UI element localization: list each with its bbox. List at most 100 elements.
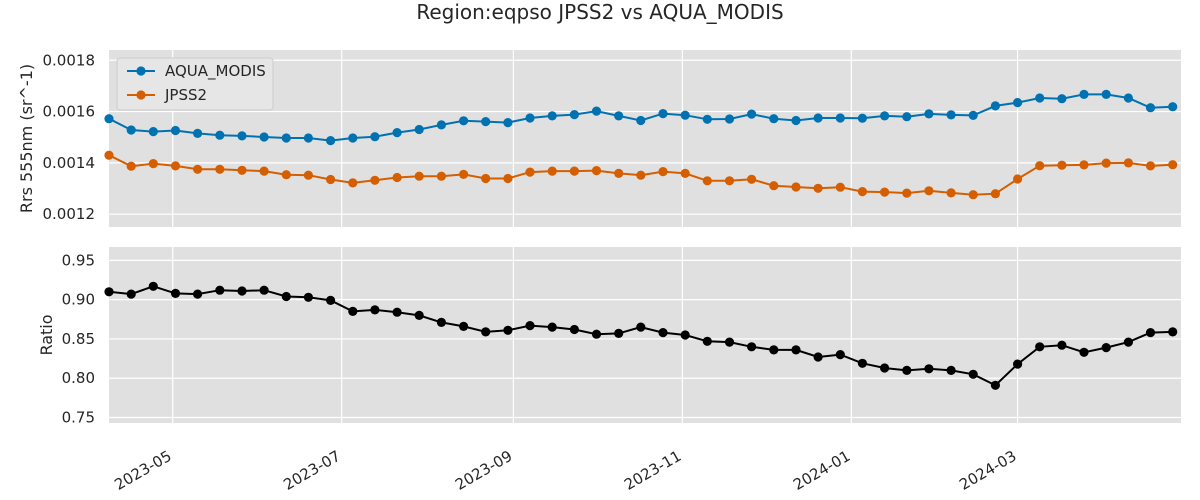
data-point — [193, 128, 203, 138]
data-point — [436, 171, 446, 181]
data-point — [857, 113, 868, 123]
legend-marker — [136, 90, 146, 100]
data-point — [813, 183, 823, 193]
y-tick-label: 0.0016 — [43, 103, 96, 121]
data-point — [946, 365, 956, 375]
data-point — [503, 173, 513, 184]
data-point — [481, 173, 491, 184]
data-point — [126, 161, 136, 171]
data-point — [968, 369, 978, 379]
data-point — [990, 101, 1001, 111]
y-tick-label: 0.0014 — [43, 154, 96, 172]
figure-title: Region:eqpso JPSS2 vs AQUA_MODIS — [416, 0, 784, 24]
data-point — [968, 190, 978, 200]
x-tick-label: 2024-03 — [956, 447, 1019, 494]
data-point — [702, 114, 712, 124]
y-tick-label: 0.85 — [62, 330, 95, 348]
data-point — [990, 189, 1001, 199]
data-point — [1123, 337, 1133, 347]
data-point — [414, 171, 424, 181]
data-point — [392, 172, 402, 183]
data-point — [880, 111, 890, 121]
data-point — [503, 118, 513, 128]
data-point — [835, 182, 845, 192]
data-point — [1057, 160, 1067, 170]
data-point — [1057, 340, 1067, 350]
data-point — [392, 128, 402, 138]
data-point — [1101, 343, 1111, 353]
data-point — [547, 166, 557, 176]
data-point — [281, 170, 291, 180]
data-point — [126, 125, 136, 135]
data-point — [1145, 103, 1156, 113]
x-tick-label: 2023-05 — [111, 447, 174, 494]
data-point — [414, 310, 424, 320]
data-point — [1145, 328, 1156, 338]
data-point — [946, 188, 956, 198]
data-point — [724, 337, 735, 347]
data-point — [1145, 161, 1156, 171]
data-point — [1168, 327, 1178, 337]
data-point — [835, 350, 845, 360]
y-tick-label: 0.95 — [62, 251, 95, 269]
data-point — [680, 330, 690, 340]
data-point — [215, 130, 225, 140]
data-point — [946, 110, 956, 120]
data-point — [436, 120, 446, 130]
data-point — [1057, 94, 1067, 104]
data-point — [414, 124, 424, 135]
data-point — [702, 336, 712, 346]
data-point — [104, 150, 114, 160]
data-point — [259, 166, 269, 176]
data-point — [791, 182, 801, 192]
data-point — [348, 306, 358, 316]
data-point — [1013, 98, 1023, 108]
data-point — [148, 127, 158, 137]
x-tick-label: 2023-11 — [621, 447, 684, 494]
data-point — [658, 109, 668, 119]
data-point — [857, 358, 868, 368]
legend — [116, 57, 274, 111]
plot-area-2 — [109, 247, 1181, 423]
x-tick-label: 2024-01 — [790, 447, 853, 494]
data-point — [326, 136, 336, 146]
data-point — [791, 115, 801, 126]
data-point — [791, 345, 801, 355]
data-point — [614, 328, 624, 338]
data-point — [237, 286, 247, 296]
data-point — [1079, 347, 1089, 357]
data-point — [348, 178, 358, 188]
data-point — [370, 132, 380, 142]
data-point — [436, 317, 446, 327]
data-point — [481, 327, 491, 337]
data-point — [1013, 359, 1023, 369]
data-point — [481, 117, 491, 127]
data-point — [281, 291, 291, 302]
data-point — [459, 321, 469, 331]
data-point — [636, 322, 646, 332]
data-point — [614, 168, 624, 178]
data-point — [281, 133, 291, 143]
data-point — [724, 114, 735, 124]
data-point — [902, 188, 912, 198]
data-point — [636, 115, 646, 126]
data-point — [1123, 158, 1133, 168]
data-point — [525, 113, 535, 123]
data-point — [769, 181, 779, 191]
data-point — [636, 170, 646, 180]
data-point — [303, 292, 313, 302]
x-tick-label: 2023-07 — [280, 447, 343, 494]
data-point — [1123, 93, 1133, 103]
data-point — [547, 322, 557, 332]
data-point — [769, 114, 779, 124]
data-point — [658, 167, 668, 177]
y-tick-label: 0.75 — [62, 409, 95, 427]
data-point — [193, 289, 203, 299]
data-point — [835, 113, 845, 123]
data-point — [990, 380, 1001, 390]
data-point — [1168, 102, 1178, 112]
data-point — [148, 281, 158, 291]
data-point — [924, 109, 934, 119]
